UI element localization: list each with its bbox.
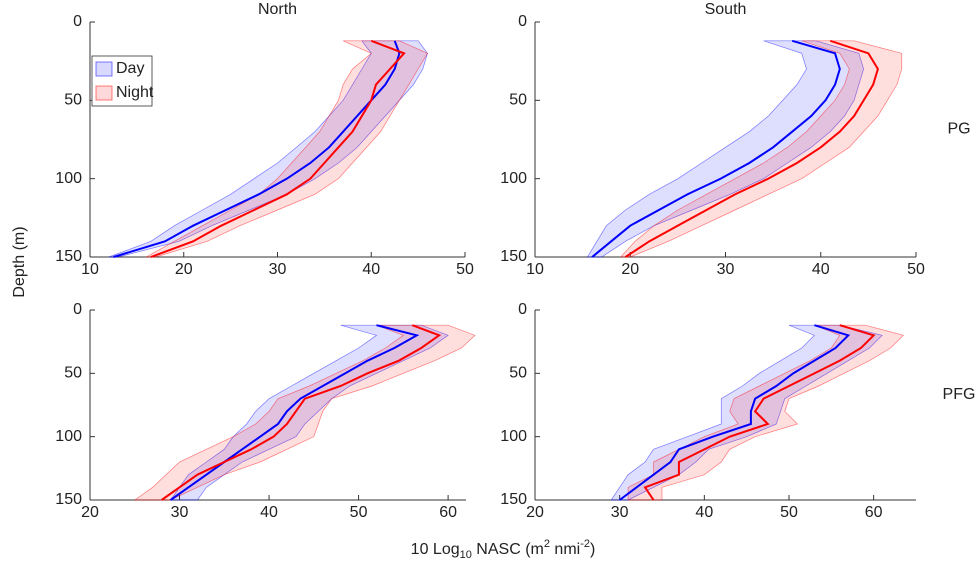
y-tick-label: 150 (55, 491, 82, 508)
legend-label: Night (116, 84, 154, 101)
legend-label: Day (116, 60, 144, 77)
band (108, 40, 428, 258)
x-tick-label: 50 (350, 504, 368, 521)
y-tick-label: 50 (64, 365, 82, 382)
y-tick-label: 0 (518, 13, 527, 30)
x-tick-label: 60 (865, 504, 883, 521)
y-tick-label: 0 (73, 13, 82, 30)
legend-swatch (95, 85, 113, 101)
y-tick-label: 150 (500, 248, 527, 265)
y-tick-label: 0 (73, 301, 82, 318)
x-tick-label: 40 (362, 261, 380, 278)
x-tick-label: 20 (526, 504, 544, 521)
profile-line (643, 324, 876, 501)
x-tick-label: 20 (175, 261, 193, 278)
x-tick-label: 20 (81, 504, 99, 521)
row-label: PG (947, 121, 970, 138)
row-label: PFG (943, 386, 976, 403)
x-tick-label: 30 (611, 504, 629, 521)
profile-line (624, 39, 879, 258)
profile-line (150, 39, 406, 258)
x-label-sub: 10 (460, 549, 472, 561)
y-axis-label: Depth (m) (11, 226, 28, 297)
legend-box (91, 55, 153, 107)
band (610, 324, 883, 501)
x-label-part: 10 Log (411, 541, 460, 558)
x-tick-label: 40 (695, 504, 713, 521)
x-tick-label: 20 (621, 261, 639, 278)
band (144, 40, 429, 258)
y-tick-label: 50 (509, 365, 527, 382)
y-tick-label: 100 (55, 170, 82, 187)
x-label-sup: 2 (544, 538, 550, 550)
profile-line (161, 324, 442, 501)
x-tick-label: 50 (780, 504, 798, 521)
x-tick-label: 40 (812, 261, 830, 278)
x-tick-label: 60 (439, 504, 457, 521)
x-label-sup: -2 (580, 538, 590, 550)
x-tick-label: 30 (717, 261, 735, 278)
y-tick-label: 50 (64, 92, 82, 109)
x-tick-label: 50 (907, 261, 925, 278)
band (619, 40, 903, 258)
x-tick-label: 30 (171, 504, 189, 521)
y-tick-label: 150 (500, 491, 527, 508)
panel-title: South (705, 1, 747, 18)
x-axis-label: 10 Log10 NASC (m2 nmi-2) (411, 538, 596, 561)
profile-line (169, 324, 420, 501)
x-tick-label: 10 (526, 261, 544, 278)
y-tick-label: 100 (55, 428, 82, 445)
band (586, 40, 864, 258)
y-tick-label: 150 (55, 248, 82, 265)
profile-line (619, 324, 851, 501)
band (627, 324, 904, 501)
legend-swatch (95, 61, 113, 77)
x-tick-label: 10 (81, 261, 99, 278)
profile-line (113, 40, 401, 258)
y-tick-label: 0 (518, 301, 527, 318)
x-tick-label: 50 (456, 261, 474, 278)
band (133, 324, 476, 501)
x-label-part: nmi (550, 541, 580, 558)
y-tick-label: 50 (509, 92, 527, 109)
x-tick-label: 30 (269, 261, 287, 278)
panel-title: North (258, 1, 297, 18)
x-tick-label: 40 (260, 504, 278, 521)
y-tick-label: 100 (500, 428, 527, 445)
y-tick-label: 100 (500, 170, 527, 187)
x-label-part: ) (590, 541, 595, 558)
profile-line (591, 39, 841, 258)
x-label-part: NASC (m (472, 541, 544, 558)
